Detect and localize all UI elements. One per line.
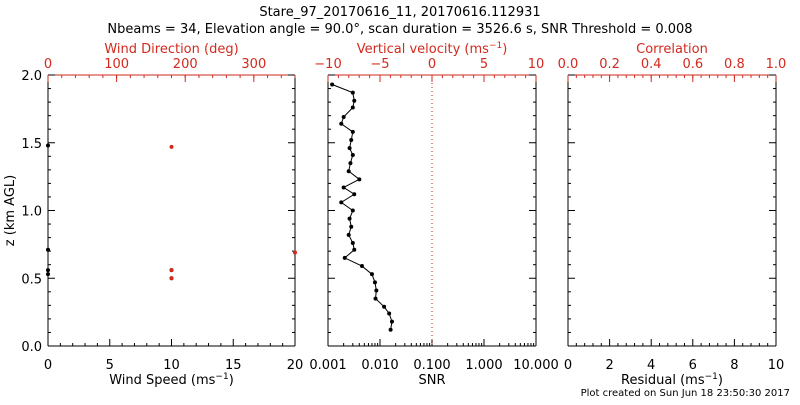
x-tick-label: 10 [768,358,785,373]
y-tick-label: 0.5 [21,272,42,287]
data-point-snr [350,152,355,157]
top-tick-label: 0.4 [641,57,662,72]
data-point-snr [350,129,355,134]
data-point-wind-direction [169,144,174,149]
top-tick-label: −5 [370,57,389,72]
data-point-snr [350,241,355,246]
data-point-snr [349,138,354,143]
chart-subtitle: Nbeams = 34, Elevation angle = 90.0°, sc… [107,22,692,37]
data-point-snr [342,255,347,260]
data-point-wind-direction [169,276,174,281]
y-axis-label: z (km AGL) [3,175,18,246]
top-tick-label: 0.0 [558,57,579,72]
data-point-wind-speed [46,268,50,273]
data-point-snr [346,232,351,237]
data-point-snr [352,247,357,252]
chart-title: Stare_97_20170616_11, 20170616.112931 [259,5,540,20]
y-tick-label: 2.0 [21,69,42,84]
x-tick-label: 20 [287,358,304,373]
x-tick-label: 0 [44,358,52,373]
data-point-wind-direction [169,268,174,273]
data-point-snr [347,146,352,151]
data-point-snr [357,177,362,182]
top-axis-label: Vertical velocity (ms−1) [357,41,508,57]
data-point-snr [339,200,344,205]
data-point-snr [350,208,355,213]
y-tick-label: 0.0 [21,340,42,355]
x-tick-label: 1.000 [465,358,502,373]
data-point-snr [374,288,379,293]
data-point-snr [373,296,378,301]
x-tick-label: 5 [106,358,114,373]
x-axis-label: Wind Speed (ms−1) [109,372,234,388]
data-point-snr [352,98,357,103]
top-tick-label: 10 [528,57,545,72]
plot-created-footer: Plot created on Sun Jun 18 23:50:30 2017 [581,388,790,399]
data-point-snr [359,264,364,269]
x-tick-label: 4 [647,358,655,373]
x-tick-label: 0.010 [361,358,398,373]
top-tick-label: −10 [314,57,341,72]
data-point-snr [348,161,353,166]
x-tick-label: 0.001 [309,358,346,373]
data-point-snr [350,90,355,95]
data-point-snr [346,169,351,174]
y-tick-label: 1.0 [21,205,42,220]
x-axis-label: SNR [418,373,445,388]
top-axis-label: Wind Direction (deg) [104,42,238,57]
data-point-wind-direction [293,250,297,255]
data-point-snr [330,82,335,87]
top-tick-label: 300 [241,57,266,72]
data-point-snr [350,105,355,110]
y-tick-label: 1.5 [21,137,42,152]
x-tick-label: 10.000 [513,358,559,373]
x-tick-label: 2 [605,358,613,373]
data-point-wind-speed [46,143,50,148]
x-tick-label: 6 [689,358,697,373]
top-tick-label: 100 [104,57,129,72]
top-tick-label: 0.2 [599,57,620,72]
data-point-snr [341,185,346,190]
x-tick-label: 0 [564,358,572,373]
top-tick-label: 0 [428,57,436,72]
data-point-wind-speed [46,272,50,277]
data-point-wind-speed [46,247,50,252]
data-point-snr [387,311,392,316]
x-tick-label: 0.100 [413,358,450,373]
x-tick-label: 10 [163,358,180,373]
data-point-snr [349,224,354,229]
data-point-snr [389,319,394,324]
data-point-snr [339,121,344,126]
data-point-snr [352,192,357,197]
data-point-snr [372,280,377,285]
top-tick-label: 0.8 [724,57,745,72]
top-axis-label: Correlation [636,42,708,57]
data-point-snr [341,115,346,120]
data-point-snr [388,327,393,332]
top-tick-label: 5 [480,57,488,72]
data-point-snr [347,216,352,221]
top-tick-label: 1.0 [766,57,787,72]
series-line-snr [331,84,393,330]
data-point-snr [369,272,374,277]
top-tick-label: 0.6 [682,57,703,72]
x-tick-label: 15 [225,358,242,373]
x-axis-label: Residual (ms−1) [621,372,723,388]
top-tick-label: 0 [44,57,52,72]
data-point-snr [382,304,387,309]
x-tick-label: 8 [730,358,738,373]
top-tick-label: 200 [173,57,198,72]
